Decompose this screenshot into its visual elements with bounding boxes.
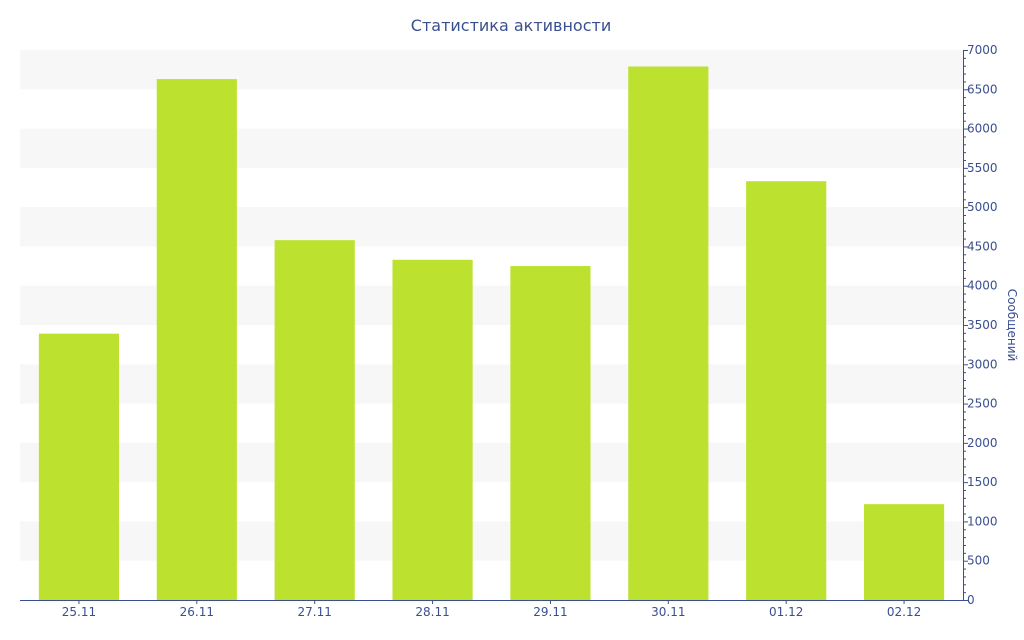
y-tick-label: 1500 xyxy=(967,475,998,489)
y-tick-label: 500 xyxy=(967,554,990,568)
chart-title: Статистика активности xyxy=(411,16,611,35)
y-axis-label: Сообщений xyxy=(1005,289,1019,362)
bar-01.12[interactable] xyxy=(746,181,827,600)
y-tick-labels: 0 500 1000 1500 2000 2500 3000 3500 4000 4500 5000… xyxy=(963,43,998,607)
x-tick-label: 01.12 xyxy=(769,605,803,619)
bar-02.12[interactable] xyxy=(863,504,945,600)
y-tick-label: 3500 xyxy=(967,318,998,332)
y-tick-label: 5500 xyxy=(967,161,998,175)
x-tick-label: 26.11 xyxy=(180,605,214,619)
x-tick-label: 28.11 xyxy=(415,605,449,619)
y-tick-label: 4500 xyxy=(967,239,998,253)
y-tick-label: 2000 xyxy=(967,436,998,450)
y-tick-label: 6000 xyxy=(967,122,998,136)
x-tick-labels: 25.11 26.11 27.11 28.11 29.11 30.11 01.12 02.12 xyxy=(62,600,921,619)
y-tick-label: 0 xyxy=(967,593,975,607)
x-tick-label: 27.11 xyxy=(298,605,332,619)
y-tick-label: 6500 xyxy=(967,82,998,96)
y-tick-label: 1000 xyxy=(967,514,998,528)
x-tick-label: 02.12 xyxy=(887,605,921,619)
bar-29.11[interactable] xyxy=(510,266,591,600)
y-tick-label: 4000 xyxy=(967,279,998,293)
bar-26.11[interactable] xyxy=(156,79,237,601)
bar-28.11[interactable] xyxy=(392,259,473,600)
x-tick-label: 30.11 xyxy=(651,605,685,619)
x-tick-label: 25.11 xyxy=(62,605,96,619)
y-tick-label: 2500 xyxy=(967,397,998,411)
bar-30.11[interactable] xyxy=(628,66,709,601)
y-tick-label: 5000 xyxy=(967,200,998,214)
bar-27.11[interactable] xyxy=(274,240,355,600)
y-tick-label: 3000 xyxy=(967,357,998,371)
bar-25.11[interactable] xyxy=(38,333,120,600)
x-tick-label: 29.11 xyxy=(533,605,567,619)
bars-group xyxy=(38,66,945,601)
y-tick-label: 7000 xyxy=(967,43,998,57)
